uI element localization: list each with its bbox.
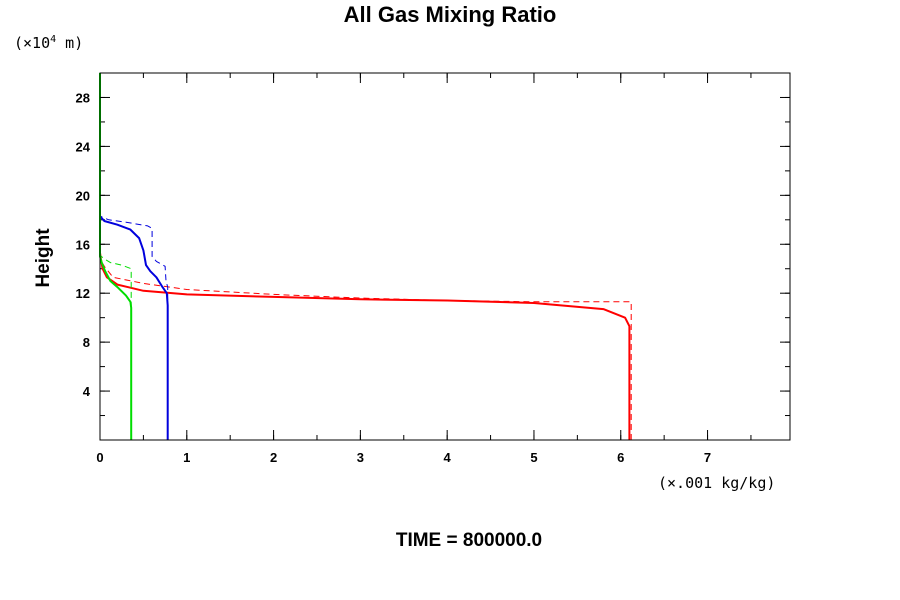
y-axis-label: Height bbox=[33, 228, 54, 288]
y-tick-label: 8 bbox=[83, 335, 90, 350]
x-axis-unit: (×.001 kg/kg) bbox=[658, 474, 776, 492]
major-ticks bbox=[99, 73, 790, 440]
series-line-3 bbox=[99, 215, 169, 440]
y-tick-label: 12 bbox=[76, 286, 90, 301]
series-line-1 bbox=[99, 252, 631, 440]
y-unit-suffix: m) bbox=[56, 34, 84, 52]
y-tick-label: 24 bbox=[76, 139, 91, 154]
y-tick-label: 20 bbox=[76, 188, 90, 203]
y-tick-label: 16 bbox=[76, 237, 90, 252]
plot-frame bbox=[99, 72, 791, 441]
time-label: TIME = 800000.0 bbox=[395, 530, 543, 551]
x-tick-label: 1 bbox=[183, 450, 190, 465]
minor-ticks bbox=[99, 72, 790, 441]
x-tick-label: 4 bbox=[444, 450, 452, 465]
x-tick-label: 0 bbox=[96, 450, 103, 465]
chart-title: All Gas Mixing Ratio bbox=[343, 2, 557, 27]
x-tick-label: 3 bbox=[357, 450, 364, 465]
y-unit-base: (×10 bbox=[14, 34, 51, 52]
y-axis-unit: (×104 m) bbox=[14, 34, 83, 52]
y-unit-exponent: 4 bbox=[50, 34, 57, 45]
series-line-5 bbox=[99, 73, 133, 440]
series-line-4 bbox=[99, 210, 169, 440]
x-tick-label: 2 bbox=[270, 450, 277, 465]
y-tick-label: 4 bbox=[83, 384, 91, 399]
x-tick-label: 6 bbox=[617, 450, 624, 465]
series-line-6 bbox=[99, 254, 132, 308]
series-line-2 bbox=[99, 258, 632, 440]
y-tick-label: 28 bbox=[76, 90, 90, 105]
x-tick-label: 7 bbox=[704, 450, 711, 465]
series-layer bbox=[99, 73, 632, 440]
x-tick-label: 5 bbox=[530, 450, 537, 465]
